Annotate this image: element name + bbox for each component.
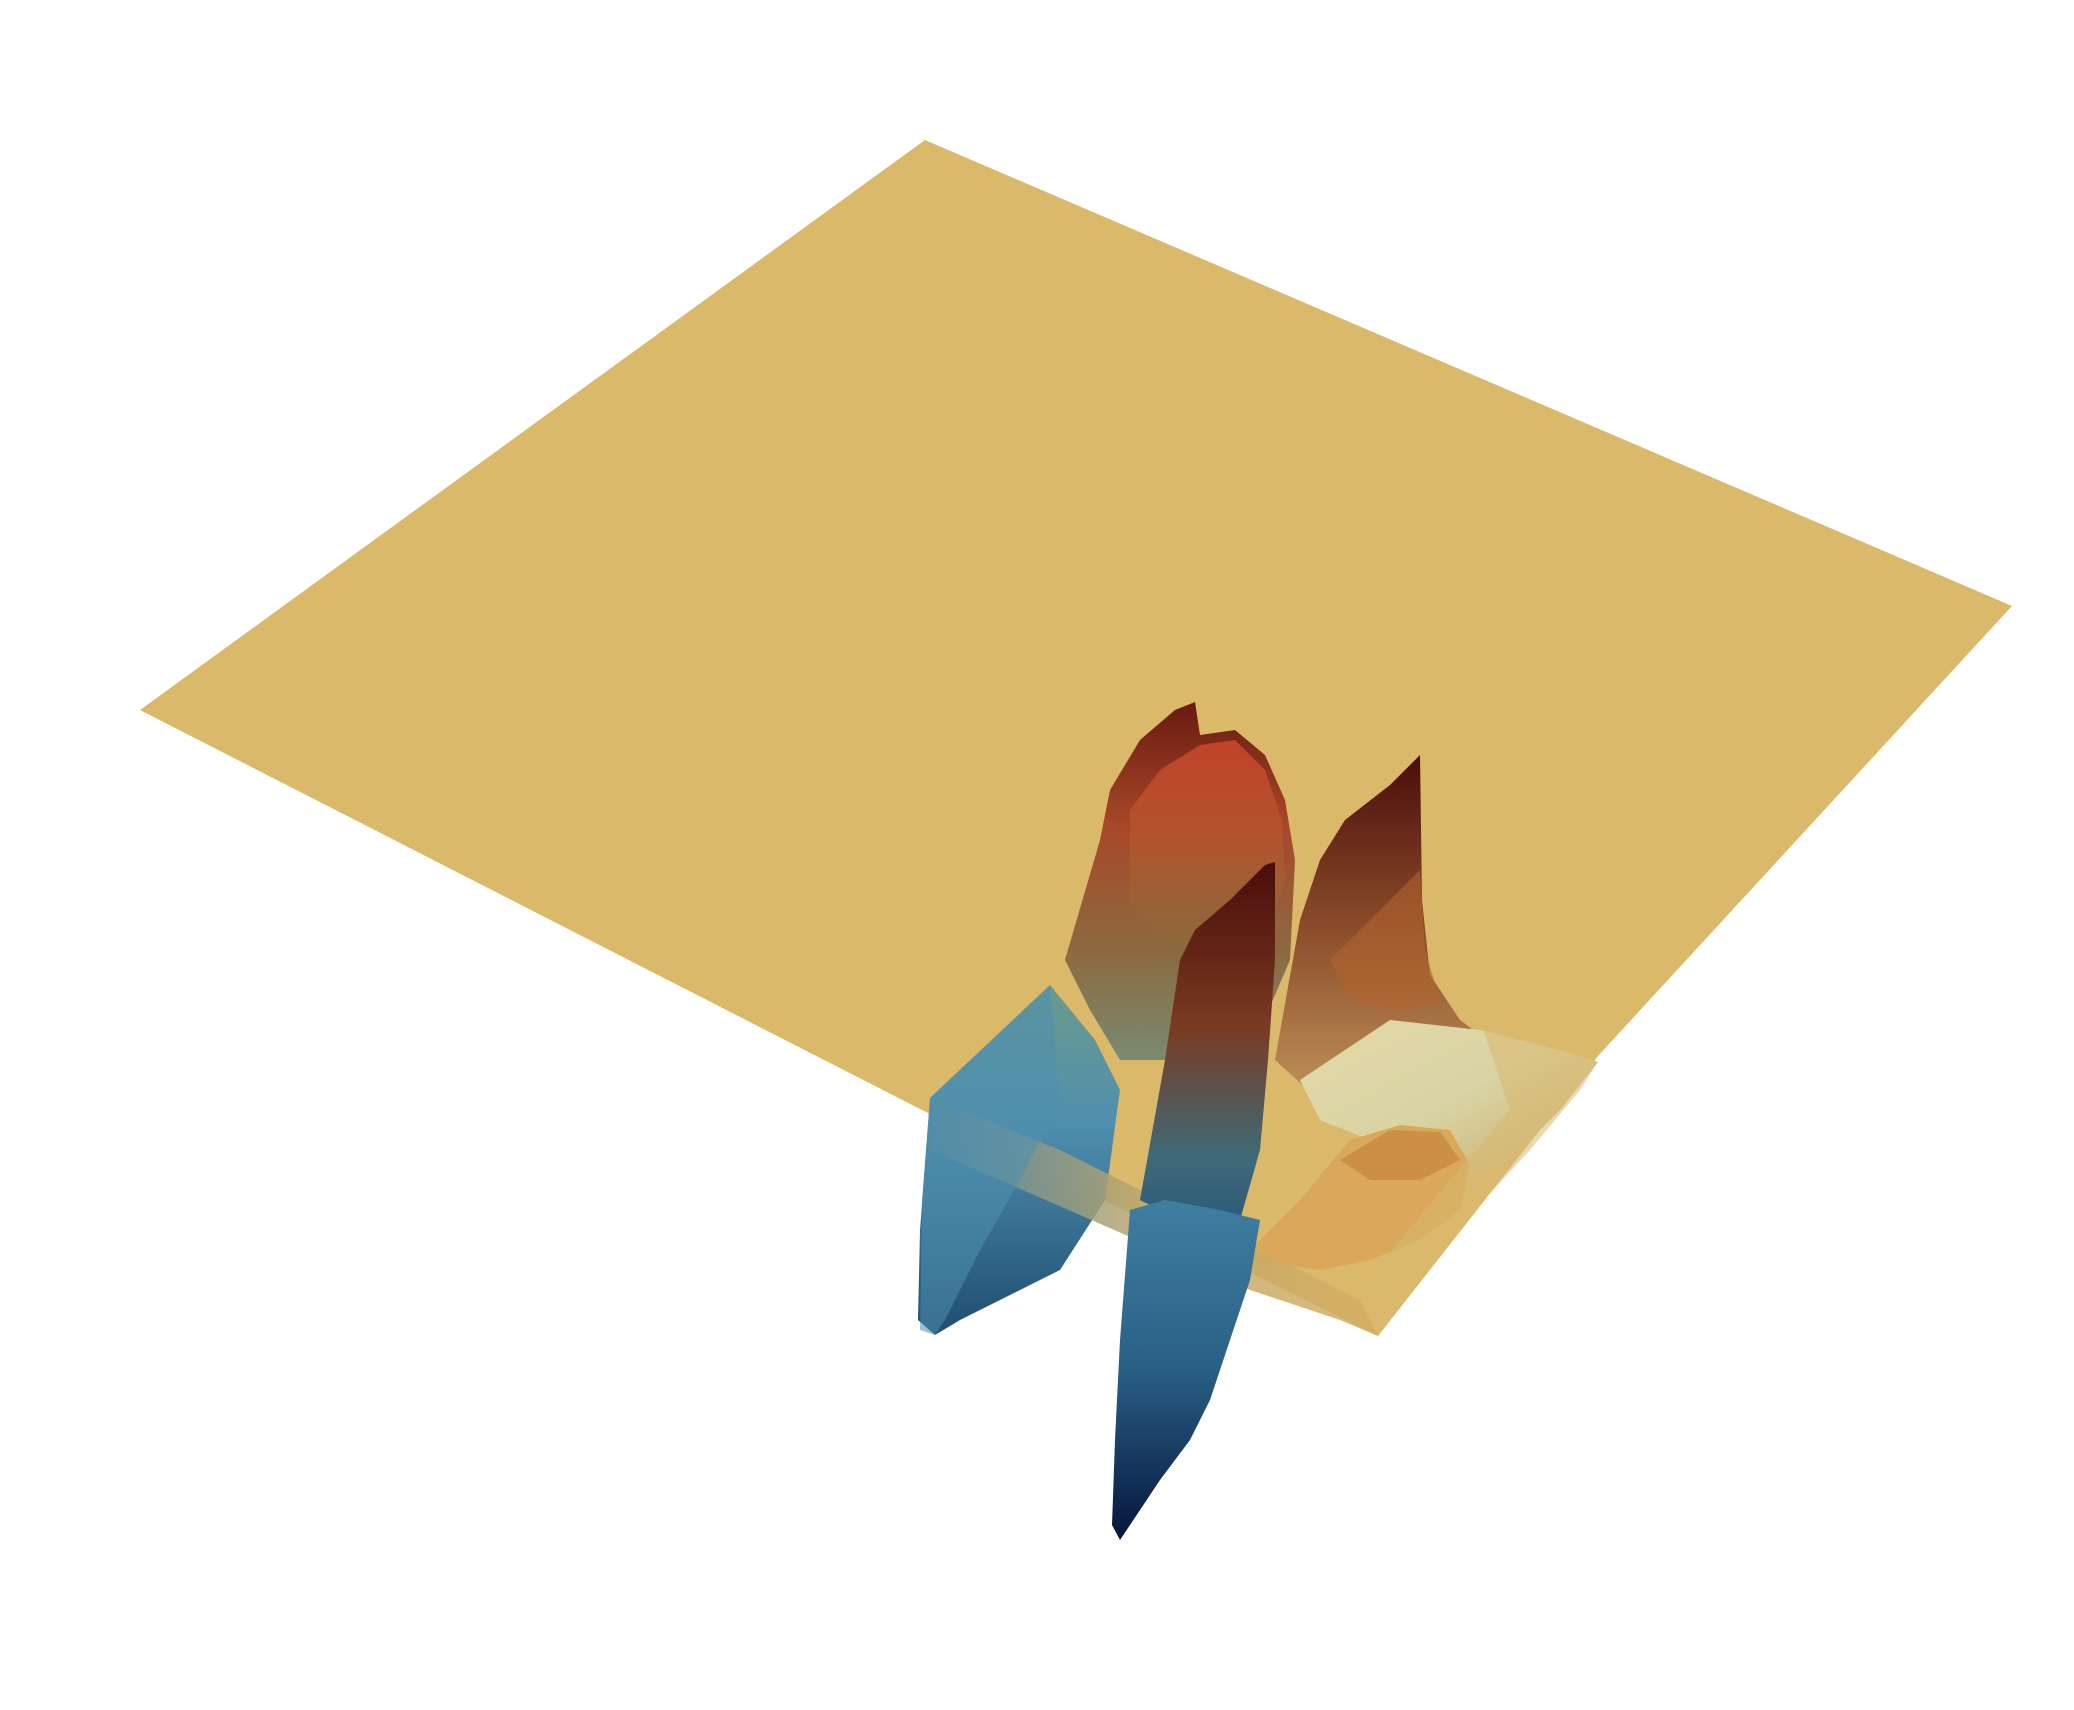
central-front-peak xyxy=(1140,862,1275,1230)
flat-plane xyxy=(140,140,2012,1336)
right-red-peak-ridge xyxy=(1330,870,1440,1010)
left-fold-plane xyxy=(920,985,1060,1335)
central-deep-trough xyxy=(1112,1200,1260,1540)
right-plateau-lip xyxy=(1360,1020,1598,1336)
front-orange-bump-top xyxy=(1340,1130,1460,1180)
